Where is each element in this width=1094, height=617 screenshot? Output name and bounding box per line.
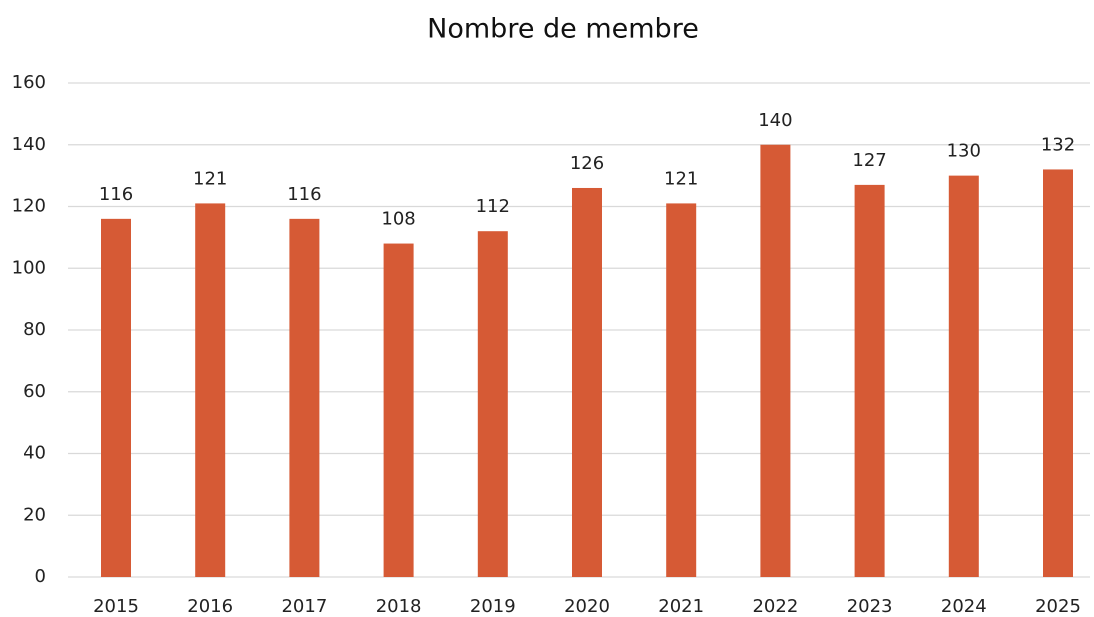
chart-title: Nombre de membre bbox=[427, 14, 699, 45]
data-label: 121 bbox=[664, 168, 698, 189]
bar bbox=[289, 218, 320, 577]
x-tick-label: 2025 bbox=[1035, 596, 1081, 617]
x-tick-label: 2023 bbox=[847, 596, 893, 617]
y-tick-label: 80 bbox=[23, 319, 46, 340]
data-label: 127 bbox=[852, 150, 886, 171]
y-tick-label: 20 bbox=[23, 504, 46, 525]
bar bbox=[383, 243, 414, 578]
y-tick-label: 60 bbox=[23, 381, 46, 402]
bar bbox=[195, 203, 226, 577]
x-tick-label: 2024 bbox=[941, 596, 987, 617]
data-label: 112 bbox=[476, 196, 510, 217]
data-label: 116 bbox=[287, 184, 321, 205]
data-label: 121 bbox=[193, 168, 227, 189]
bar bbox=[477, 231, 508, 577]
x-tick-label: 2016 bbox=[187, 596, 233, 617]
data-label: 116 bbox=[99, 184, 133, 205]
y-tick-label: 160 bbox=[12, 72, 46, 93]
bar bbox=[101, 218, 131, 577]
x-tick-label: 2017 bbox=[281, 596, 327, 617]
bar bbox=[666, 203, 697, 577]
x-tick-label: 2021 bbox=[658, 596, 704, 617]
y-tick-label: 120 bbox=[12, 196, 46, 217]
bar bbox=[948, 175, 979, 577]
y-tick-label: 0 bbox=[35, 566, 46, 587]
bar bbox=[1043, 169, 1073, 577]
data-label: 132 bbox=[1041, 134, 1075, 155]
x-tick-label: 2020 bbox=[564, 596, 610, 617]
y-tick-label: 100 bbox=[12, 257, 46, 278]
bar bbox=[854, 184, 885, 577]
x-tick-label: 2019 bbox=[470, 596, 516, 617]
x-tick-label: 2018 bbox=[376, 596, 422, 617]
x-tick-label: 2022 bbox=[752, 596, 798, 617]
data-label: 126 bbox=[570, 153, 604, 174]
y-tick-label: 140 bbox=[12, 134, 46, 155]
x-tick-label: 2015 bbox=[93, 596, 139, 617]
y-tick-label: 40 bbox=[23, 443, 46, 464]
bar bbox=[572, 187, 602, 577]
data-label: 108 bbox=[381, 209, 415, 230]
data-label: 140 bbox=[758, 110, 792, 131]
data-label: 130 bbox=[947, 141, 981, 162]
bar bbox=[760, 144, 791, 577]
